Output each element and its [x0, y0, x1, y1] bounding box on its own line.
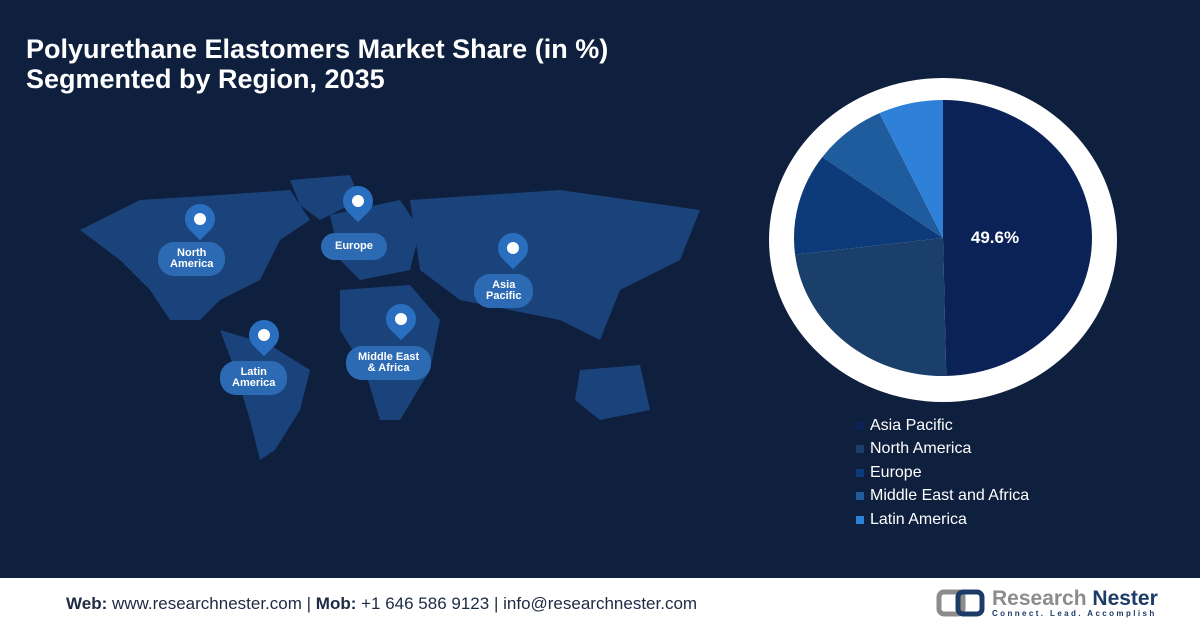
- legend-label: Middle East and Africa: [870, 487, 1030, 505]
- phone: +1 646 586 9123: [361, 594, 490, 613]
- footer: Web: www.researchnester.com | Mob: +1 64…: [0, 576, 1200, 628]
- legend-item: Europe: [856, 461, 1029, 485]
- pie-slice-europe: [794, 156, 943, 255]
- pie-slice-latin-america: [879, 100, 943, 238]
- legend-item: Middle East and Africa: [856, 485, 1029, 509]
- email-link[interactable]: info@researchnester.com: [503, 594, 698, 613]
- label-middle-east-africa: Middle East & Africa: [346, 346, 432, 380]
- legend-item: North America: [856, 438, 1029, 462]
- legend-swatch: [856, 515, 864, 524]
- title-line-1: Polyurethane Elastomers Market Share (in…: [26, 34, 609, 64]
- map-asia: [410, 190, 700, 340]
- map-greenland: [290, 175, 360, 220]
- label-north-america: North America: [158, 242, 226, 276]
- legend-item: Latin America: [856, 508, 1029, 532]
- legend-swatch: [856, 492, 864, 501]
- chart-title: Polyurethane Elastomers Market Share (in…: [26, 34, 608, 94]
- label-asia-pacific: Asia Pacific: [474, 274, 534, 308]
- separator: |: [493, 594, 499, 613]
- legend-swatch: [856, 445, 864, 454]
- logo-tagline: Connect. Lead. Accomplish: [992, 609, 1157, 618]
- web-link[interactable]: www.researchnester.com: [111, 594, 302, 613]
- mob-label: Mob:: [315, 594, 357, 613]
- logo-name-2: Nester: [1092, 587, 1158, 610]
- legend-label: North America: [870, 440, 972, 458]
- legend-label: Latin America: [870, 510, 967, 528]
- pie-slice-asia-pacific: [943, 100, 1093, 376]
- title-line-2: Segmented by Region, 2035: [26, 64, 385, 94]
- logo-name-1: Research: [992, 587, 1087, 610]
- legend: Asia Pacific North America Europe Middle Ea…: [856, 414, 1029, 532]
- contact-info: Web: www.researchnester.com | Mob: +1 64…: [66, 594, 697, 614]
- web-label: Web:: [66, 594, 108, 613]
- pie-slice-north-america: [795, 238, 947, 376]
- data-label-asia-pacific: 49.6%: [971, 228, 1019, 247]
- logo: Research Nester Connect. Lead. Accomplis…: [936, 588, 1158, 618]
- legend-label: Europe: [870, 463, 922, 481]
- logo-icon: [936, 589, 985, 617]
- legend-swatch: [856, 421, 864, 430]
- pie-slice-middle-east-and-africa: [822, 113, 943, 238]
- label-latin-america: Latin America: [220, 361, 288, 395]
- legend-item: Asia Pacific: [856, 414, 1029, 438]
- pie-chart: 49.6%: [769, 78, 1117, 402]
- separator: |: [306, 594, 312, 613]
- map-australia: [575, 365, 650, 420]
- label-europe: Europe: [321, 233, 387, 260]
- legend-swatch: [856, 468, 864, 477]
- legend-label: Asia Pacific: [870, 416, 953, 434]
